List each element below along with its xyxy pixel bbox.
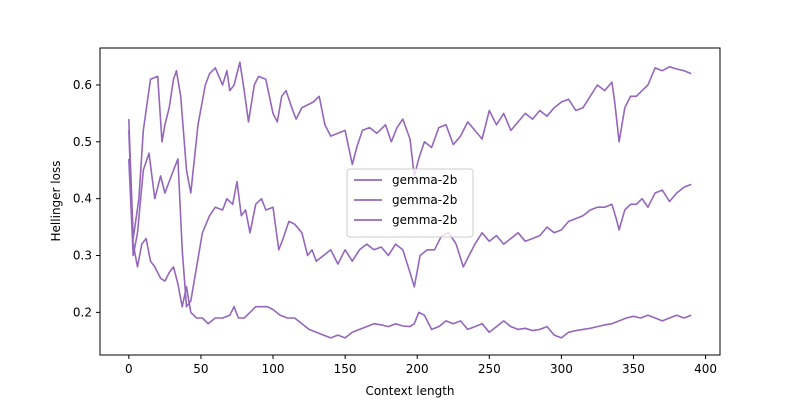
x-tick-label: 400: [694, 362, 717, 376]
legend-label: gemma-2b: [392, 173, 457, 187]
x-tick-label: 0: [125, 362, 133, 376]
y-tick-label: 0.6: [73, 78, 92, 92]
legend: gemma-2b gemma-2b gemma-2b: [346, 168, 474, 238]
x-axis-label: Context length: [365, 384, 454, 398]
plot-layer: [128, 61, 692, 339]
x-tick-label: 300: [550, 362, 573, 376]
x-axis: 0 50 100 150 200 250 300 350 400: [125, 355, 717, 376]
series-line-2: [128, 152, 692, 308]
series-line-3: [128, 130, 692, 339]
axes-frame: [99, 47, 721, 356]
y-axis-label: Hellinger loss: [49, 161, 63, 242]
x-tick-label: 50: [193, 362, 208, 376]
x-tick-label: 250: [478, 362, 501, 376]
x-tick-label: 150: [334, 362, 357, 376]
y-tick-label: 0.3: [73, 249, 92, 263]
y-tick-label: 0.2: [73, 305, 92, 319]
y-tick-label: 0.4: [73, 192, 92, 206]
x-tick-label: 350: [622, 362, 645, 376]
y-tick-label: 0.5: [73, 135, 92, 149]
x-tick-label: 100: [262, 362, 285, 376]
legend-label: gemma-2b: [392, 213, 457, 227]
x-tick-label: 200: [406, 362, 429, 376]
y-axis: 0.2 0.3 0.4 0.5 0.6: [73, 78, 100, 319]
series-line-1: [128, 61, 692, 240]
legend-label: gemma-2b: [392, 193, 457, 207]
